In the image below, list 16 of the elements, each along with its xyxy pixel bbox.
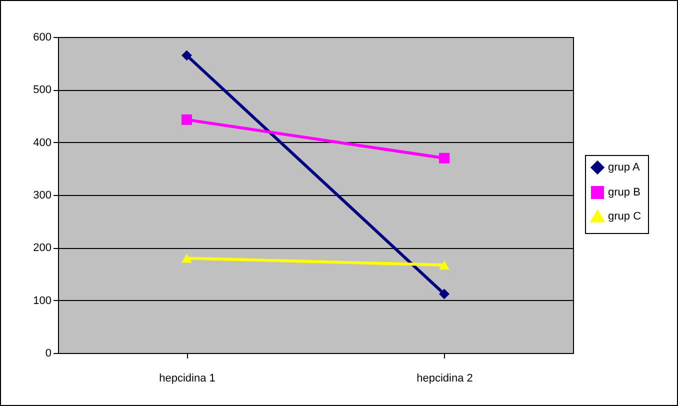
y-tick-label: 0 [45, 348, 52, 360]
y-tick-label: 100 [33, 294, 52, 307]
y-tick-label: 400 [33, 136, 52, 149]
y-tick-label: 300 [33, 190, 52, 202]
legend-label: grup C [608, 210, 642, 222]
x-tick-label: hepcidina 2 [416, 372, 473, 384]
x-tick-label: hepcidina 1 [159, 372, 216, 384]
y-tick-label: 600 [33, 32, 52, 44]
legend-label: grup B [608, 186, 640, 198]
point [182, 114, 192, 125]
legend-label: grup A [608, 162, 640, 174]
y-tick-label: 500 [33, 84, 52, 96]
point [439, 152, 450, 164]
point [182, 50, 192, 61]
point [439, 288, 450, 300]
y-tick-label: 200 [33, 242, 52, 254]
